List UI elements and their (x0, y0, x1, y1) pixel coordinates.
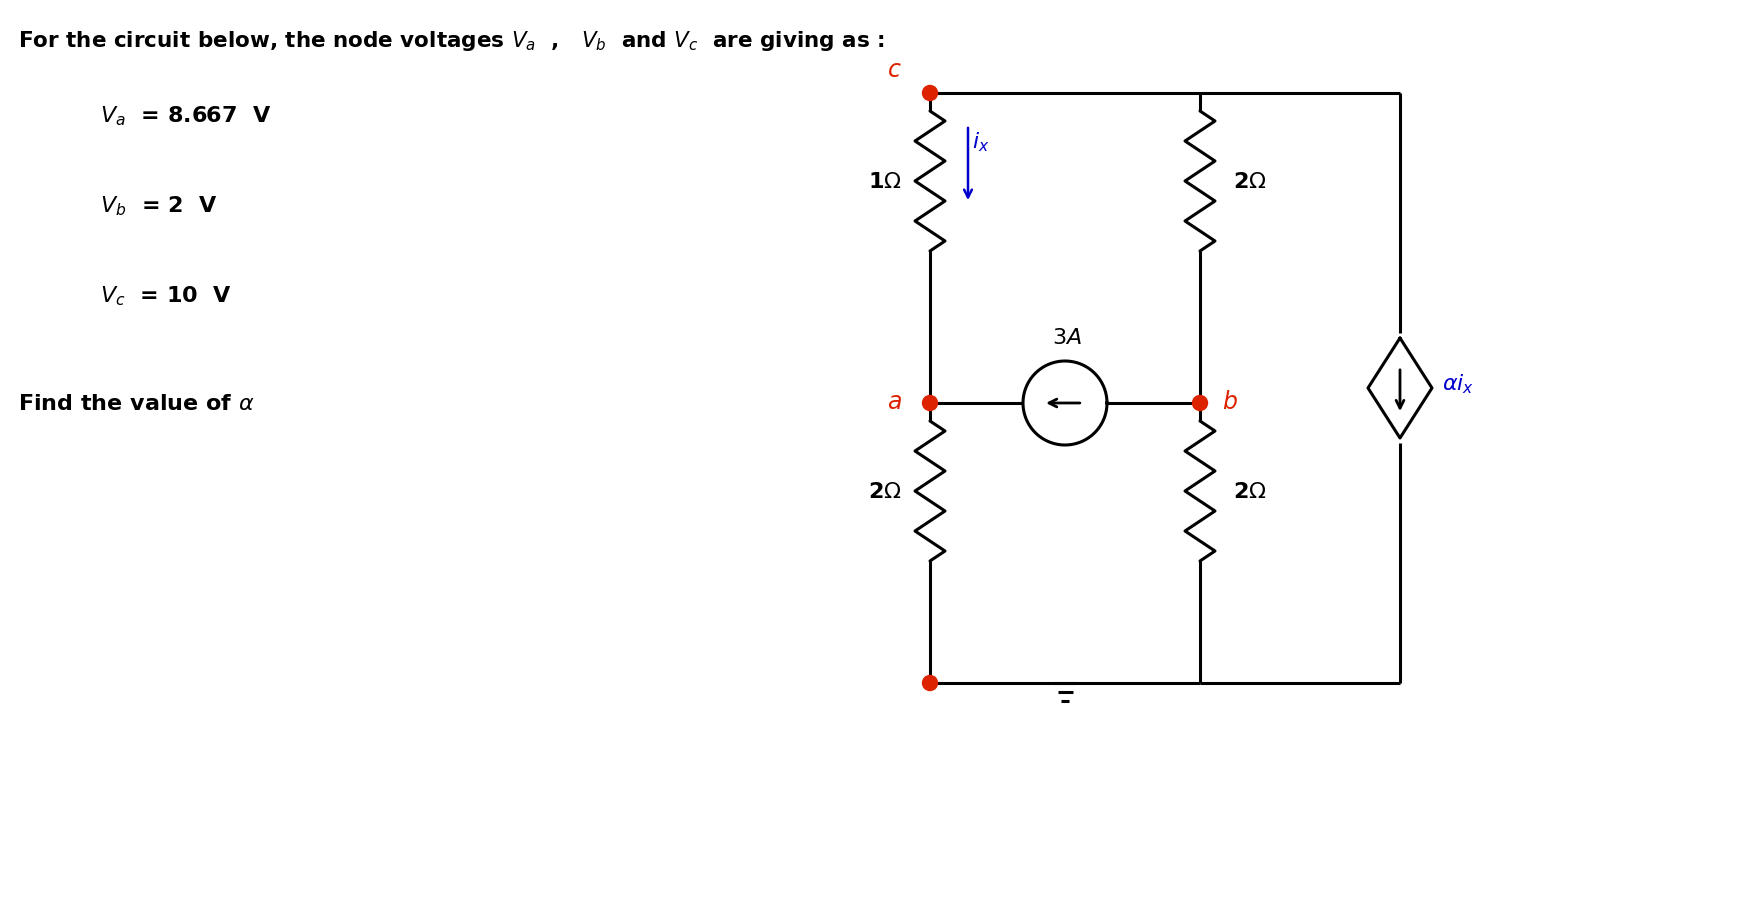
Text: $3A$: $3A$ (1053, 328, 1083, 348)
Text: $V_b$  = 2  V: $V_b$ = 2 V (100, 194, 218, 218)
Circle shape (922, 396, 938, 411)
Text: 2$\Omega$: 2$\Omega$ (868, 481, 901, 501)
Circle shape (922, 87, 938, 101)
Text: $c$: $c$ (887, 58, 903, 82)
Text: $V_a$  = 8.667  V: $V_a$ = 8.667 V (100, 104, 271, 127)
Circle shape (1193, 396, 1208, 411)
Text: 2$\Omega$: 2$\Omega$ (1233, 172, 1268, 191)
Text: Find the value of $\alpha$: Find the value of $\alpha$ (17, 394, 255, 414)
Text: $a$: $a$ (887, 389, 903, 414)
Text: $i_x$: $i_x$ (973, 130, 990, 154)
Text: For the circuit below, the node voltages $V_a$  ,   $V_b$  and $V_c$  are giving: For the circuit below, the node voltages… (17, 29, 885, 53)
Circle shape (922, 675, 938, 691)
Text: 2$\Omega$: 2$\Omega$ (1233, 481, 1268, 501)
Text: $\alpha i_x$: $\alpha i_x$ (1442, 372, 1474, 396)
Text: 1$\Omega$: 1$\Omega$ (868, 172, 901, 191)
Text: $b$: $b$ (1222, 389, 1238, 414)
Text: $V_c$  = 10  V: $V_c$ = 10 V (100, 284, 232, 307)
